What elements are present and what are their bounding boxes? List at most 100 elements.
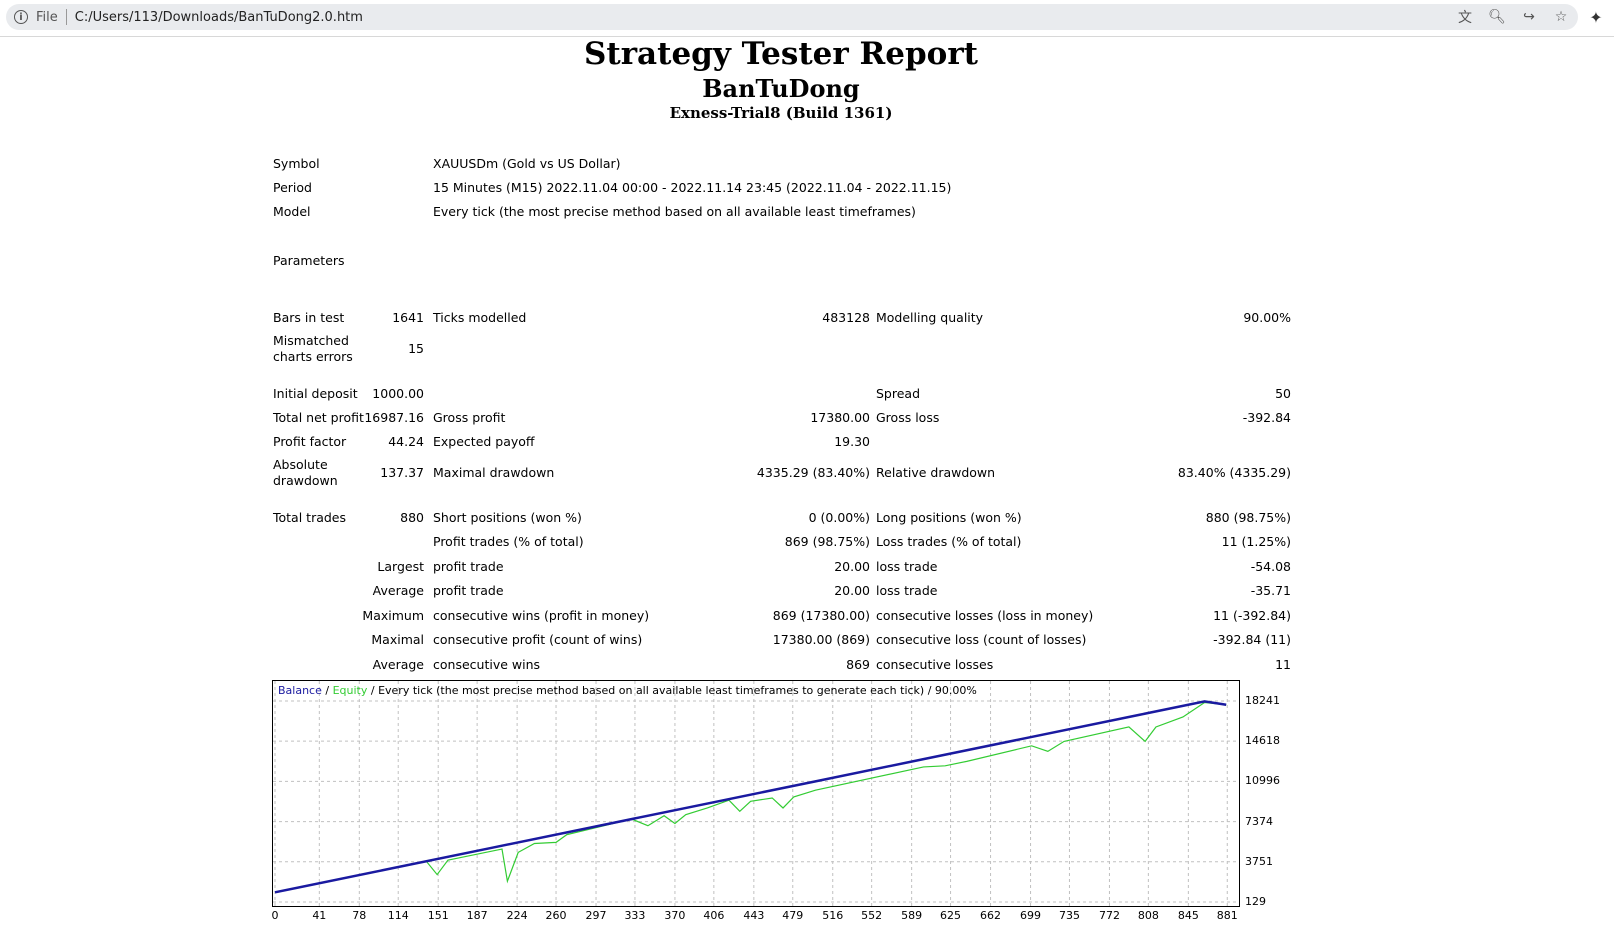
netprofit-label: Total net profit (273, 410, 364, 425)
avgcons-wins-label: consecutive wins (433, 657, 541, 672)
max-losses-value: 11 (-392.84) (1213, 608, 1291, 623)
trades-label: Total trades (273, 510, 347, 525)
x-tick-label: 772 (1098, 909, 1120, 922)
x-tick-label: 151 (427, 909, 449, 922)
average-profit-label: profit trade (433, 583, 504, 598)
average-loss-value: -35.71 (1250, 583, 1291, 598)
zoom-icon[interactable]: 🔍︎ (1488, 9, 1506, 25)
payoff-value: 19.30 (834, 434, 870, 449)
grossprofit-value: 17380.00 (810, 410, 870, 425)
y-tick-label: 7374 (1245, 814, 1273, 828)
largest-loss-label: loss trade (876, 559, 938, 574)
x-tick-label: 662 (980, 909, 1002, 922)
quality-value: 90.00% (1243, 310, 1291, 325)
equity-series-line (274, 701, 1227, 893)
payoff-label: Expected payoff (433, 434, 535, 449)
maximal-profit-value: 17380.00 (869) (772, 632, 870, 647)
info-icon[interactable]: i (14, 10, 28, 24)
mismatch-value: 15 (408, 341, 424, 356)
absdd-value: 137.37 (380, 465, 424, 480)
maximal-label: Maximal (371, 632, 424, 647)
grossprofit-label: Gross profit (433, 410, 506, 425)
legend-separator: / (321, 684, 333, 697)
maximal-profit-label: consecutive profit (count of wins) (433, 632, 643, 647)
largest-loss-value: -54.08 (1250, 559, 1291, 574)
symbol-value: XAUUSDm (Gold vs US Dollar) (433, 156, 621, 171)
largest-profit-value: 20.00 (834, 559, 870, 574)
symbol-label: Symbol (273, 156, 320, 171)
chart-plot (273, 681, 1239, 906)
bars-label: Bars in test (273, 310, 345, 325)
grossloss-value: -392.84 (1242, 410, 1291, 425)
mismatch-label-2: charts errors (273, 349, 353, 364)
spread-value: 50 (1275, 386, 1291, 401)
pf-label: Profit factor (273, 434, 347, 449)
translate-icon[interactable]: 文 (1458, 10, 1472, 26)
trades-value: 880 (400, 510, 424, 525)
address-tools: 文 🔍︎ ↪ ☆ (1454, 4, 1572, 30)
max-wins-label: consecutive wins (profit in money) (433, 608, 650, 623)
losstrades-label: Loss trades (% of total) (876, 534, 1022, 549)
model-label: Model (273, 204, 311, 219)
grossloss-label: Gross loss (876, 410, 940, 425)
avgcons-wins-value: 869 (846, 657, 870, 672)
pf-value: 44.24 (388, 434, 424, 449)
long-value: 880 (98.75%) (1205, 510, 1291, 525)
netprofit-value: 16987.16 (364, 410, 424, 425)
extensions-icon[interactable]: ✦ (1589, 7, 1603, 27)
reldd-label: Relative drawdown (876, 465, 996, 480)
x-tick-label: 78 (352, 909, 367, 922)
average-label: Average (372, 583, 424, 598)
x-tick-label: 114 (387, 909, 409, 922)
maxdd-value: 4335.29 (83.40%) (756, 465, 870, 480)
x-tick-label: 735 (1058, 909, 1080, 922)
mismatch-label-1: Mismatched (273, 333, 349, 348)
browser-toolbar: i File C:/Users/113/Downloads/BanTuDong2… (0, 0, 1614, 37)
maximum-label: Maximum (362, 608, 424, 623)
balance-chart: Balance / Equity / Every tick (the most … (272, 680, 1240, 907)
url-text[interactable]: C:/Users/113/Downloads/BanTuDong2.0.htm (74, 9, 363, 25)
quality-label: Modelling quality (876, 310, 984, 325)
star-icon[interactable]: ☆ (1554, 9, 1568, 25)
short-label: Short positions (won %) (433, 510, 582, 525)
x-tick-label: 625 (940, 909, 962, 922)
x-tick-label: 370 (664, 909, 686, 922)
profittrades-value: 869 (98.75%) (784, 534, 870, 549)
report-name: BanTuDong (702, 74, 860, 103)
maximal-loss-label: consecutive loss (count of losses) (876, 632, 1087, 647)
maximal-loss-value: -392.84 (11) (1213, 632, 1291, 647)
y-tick-label: 18241 (1245, 693, 1280, 707)
ticks-value: 483128 (822, 310, 870, 325)
x-tick-label: 187 (466, 909, 488, 922)
y-tick-label: 129 (1245, 895, 1266, 908)
absdd-label-1: Absolute (273, 457, 328, 472)
x-tick-label: 516 (822, 909, 844, 922)
parameters-label: Parameters (273, 253, 345, 268)
balance-series-line (274, 700, 1227, 894)
address-bar[interactable]: i File C:/Users/113/Downloads/BanTuDong2… (6, 4, 1578, 30)
legend-description: / Every tick (the most precise method ba… (367, 684, 977, 697)
max-wins-value: 869 (17380.00) (772, 608, 870, 623)
maxdd-label: Maximal drawdown (433, 465, 555, 480)
x-tick-label: 224 (506, 909, 528, 922)
url-scheme: File (36, 9, 58, 25)
deposit-value: 1000.00 (372, 386, 424, 401)
address-divider (65, 9, 67, 25)
spread-label: Spread (876, 386, 921, 401)
share-icon[interactable]: ↪ (1523, 9, 1535, 25)
model-value: Every tick (the most precise method base… (433, 204, 916, 219)
largest-profit-label: profit trade (433, 559, 504, 574)
profittrades-label: Profit trades (% of total) (433, 534, 584, 549)
x-tick-label: 406 (703, 909, 725, 922)
x-tick-label: 552 (861, 909, 883, 922)
x-tick-label: 333 (624, 909, 646, 922)
y-tick-label: 14618 (1245, 734, 1280, 748)
y-tick-label: 3751 (1245, 854, 1273, 868)
average-loss-label: loss trade (876, 583, 938, 598)
x-tick-label: 479 (782, 909, 804, 922)
x-tick-label: 845 (1177, 909, 1199, 922)
avgcons-losses-value: 11 (1275, 657, 1291, 672)
x-tick-label: 808 (1137, 909, 1159, 922)
x-tick-label: 297 (585, 909, 607, 922)
x-tick-label: 589 (901, 909, 923, 922)
